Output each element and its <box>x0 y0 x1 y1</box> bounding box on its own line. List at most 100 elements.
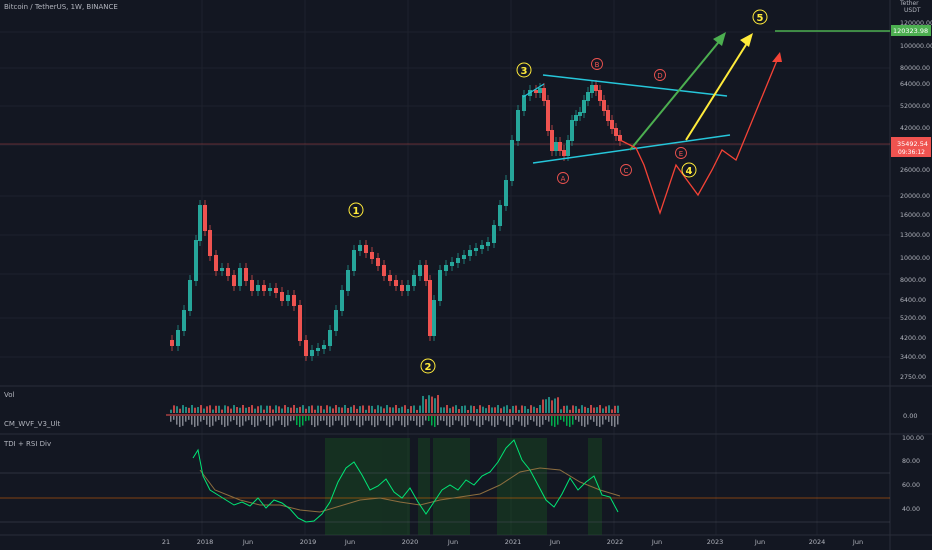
candle-body <box>444 265 448 271</box>
volume-bar <box>524 406 526 413</box>
volume-bar <box>245 407 247 413</box>
candle-body <box>492 225 496 243</box>
wvf-bar <box>197 416 199 426</box>
wvf-bar <box>611 416 613 426</box>
volume-bar <box>272 409 274 413</box>
wvf-bar <box>344 416 346 427</box>
wvf-bar <box>479 416 481 427</box>
volume-bar <box>203 408 205 413</box>
wvf-bar <box>491 416 493 426</box>
wvf-bar <box>323 416 325 421</box>
volume-bar <box>614 405 616 413</box>
wvf-bar <box>404 416 406 427</box>
price-axis-tick: 26000.00 <box>900 167 930 174</box>
volume-bar <box>374 409 376 413</box>
candle-body <box>610 120 614 129</box>
wvf-bar <box>299 416 301 427</box>
volume-bar <box>515 405 517 413</box>
wvf-bar <box>248 416 250 421</box>
candle-body <box>232 275 236 286</box>
candle-body <box>594 85 598 91</box>
volume-bar <box>344 405 346 413</box>
wvf-bar <box>575 416 577 420</box>
volume-bar <box>500 408 502 413</box>
wvf-bar <box>581 416 583 426</box>
wvf-bar <box>392 416 394 426</box>
wvf-bar <box>545 416 547 420</box>
volume-bar <box>470 405 472 413</box>
time-axis-tick: Jun <box>852 538 863 546</box>
wvf-bar <box>446 416 448 426</box>
candle-body <box>198 205 202 241</box>
volume-bar <box>590 405 592 413</box>
wvf-bar <box>305 416 307 422</box>
volume-bar <box>380 406 382 413</box>
volume-bar <box>497 405 499 413</box>
wvf-bar <box>266 416 268 425</box>
wedge-edge <box>522 83 545 98</box>
svg-text:C: C <box>624 167 629 175</box>
tdi-axis-tick: 40.00 <box>902 506 920 513</box>
candle-body <box>582 100 586 113</box>
candle-body <box>558 142 562 151</box>
wvf-pane-label[interactable]: CM_WVF_V3_Ult <box>4 420 61 428</box>
wvf-bar <box>566 416 568 426</box>
wvf-bar <box>269 416 271 427</box>
wvf-bar <box>329 416 331 427</box>
volume-bar <box>377 405 379 413</box>
time-axis-tick: 2024 <box>809 538 826 546</box>
wvf-bar <box>272 416 274 426</box>
volume-bar <box>269 405 271 413</box>
wvf-bar <box>215 416 217 422</box>
wvf-bar <box>293 416 295 421</box>
corr-label-A: A <box>557 172 569 184</box>
wave-label-3: 3 <box>516 62 532 78</box>
last-price-badge-bg <box>891 137 931 157</box>
wvf-bar <box>467 416 469 425</box>
wvf-bar <box>485 416 487 421</box>
wvf-bar <box>584 416 586 427</box>
volume-bar <box>449 408 451 413</box>
volume-bar <box>452 406 454 413</box>
wvf-bar <box>206 416 208 425</box>
wvf-bar <box>593 416 595 422</box>
currency-label: USDT <box>904 7 921 14</box>
volume-bar <box>443 407 445 413</box>
countdown-timer: 09:36:12 <box>898 149 925 156</box>
price-axis-tick: 20000.00 <box>900 193 930 200</box>
volume-bar <box>305 408 307 413</box>
price-axis-tick: 3400.00 <box>900 354 926 361</box>
candle-body <box>456 258 460 263</box>
volume-bar <box>422 395 424 413</box>
time-axis-tick: Jun <box>344 538 355 546</box>
wvf-bar <box>377 416 379 426</box>
candle-body <box>562 150 566 156</box>
wvf-bar <box>551 416 553 426</box>
tdi-pane-label[interactable]: TDI + RSI Div <box>4 440 52 448</box>
volume-bar <box>338 407 340 413</box>
tdi-signal-line <box>199 467 621 513</box>
volume-bar <box>533 406 535 413</box>
wvf-bar <box>260 416 262 422</box>
wvf-bar <box>572 416 574 425</box>
wvf-bar <box>359 416 361 427</box>
volume-bar <box>479 405 481 413</box>
symbol-title[interactable]: Bitcoin / TetherUS, 1W, BINANCE <box>4 3 118 11</box>
wvf-bar <box>497 416 499 425</box>
volume-bar <box>425 399 427 413</box>
volume-pane-label[interactable]: Vol <box>4 391 15 399</box>
volume-bar <box>266 405 268 413</box>
volume-bar <box>188 407 190 413</box>
candle-body <box>310 350 314 356</box>
volume-bar <box>218 405 220 413</box>
volume-bar <box>527 408 529 413</box>
wvf-bar <box>395 416 397 421</box>
svg-text:4: 4 <box>686 166 693 177</box>
wvf-bar <box>332 416 334 426</box>
wave-labels: 1 2 3 4 5 A B C D E <box>348 9 768 374</box>
volume-bar <box>410 406 412 413</box>
volume-bar <box>602 408 604 413</box>
volume-bar <box>401 406 403 413</box>
wvf-bar <box>470 416 472 421</box>
